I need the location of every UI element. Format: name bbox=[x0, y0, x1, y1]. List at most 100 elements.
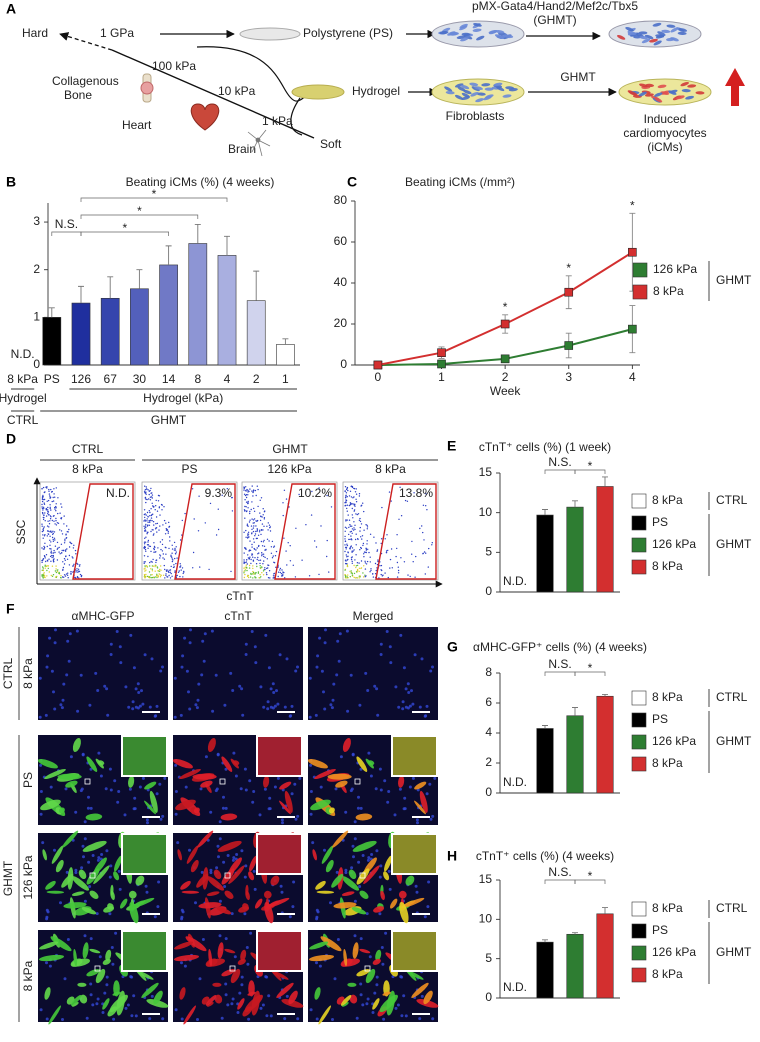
flow-dot bbox=[248, 567, 251, 569]
flow-dot bbox=[43, 514, 45, 516]
flow-dot bbox=[151, 570, 154, 572]
flow-dot bbox=[51, 556, 53, 559]
nucleus bbox=[416, 821, 419, 825]
icms-label: (iCMs) bbox=[647, 140, 682, 154]
cell bbox=[341, 875, 360, 891]
nucleus bbox=[173, 715, 177, 719]
flow-dot bbox=[271, 540, 274, 543]
nucleus bbox=[94, 671, 98, 675]
flow-dot bbox=[58, 551, 60, 553]
micrograph bbox=[38, 930, 169, 1025]
flow-dot bbox=[152, 505, 154, 507]
flow-dot bbox=[175, 577, 178, 579]
nucleus bbox=[418, 705, 422, 709]
flow-dot bbox=[344, 546, 347, 549]
nucleus bbox=[315, 665, 319, 669]
flow-dot bbox=[262, 514, 264, 516]
flow-dot bbox=[68, 554, 71, 557]
flow-dot bbox=[256, 529, 259, 531]
nucleus bbox=[118, 887, 122, 891]
nucleus bbox=[389, 661, 393, 665]
cell bbox=[79, 994, 88, 1004]
flow-dot bbox=[168, 526, 170, 528]
nucleus bbox=[211, 709, 215, 713]
nucleus bbox=[253, 645, 257, 649]
nucleus bbox=[50, 669, 54, 673]
value-label: N.D. bbox=[503, 574, 527, 588]
plot-title: 126 kPa bbox=[267, 462, 311, 476]
flow-dot bbox=[147, 555, 149, 558]
nucleus bbox=[358, 885, 362, 888]
nucleus bbox=[266, 700, 270, 704]
flow-dot bbox=[245, 496, 248, 499]
flow-dot bbox=[356, 562, 359, 564]
flow-dot bbox=[149, 499, 152, 501]
flow-dot bbox=[344, 540, 347, 542]
significance-bracket bbox=[574, 469, 606, 474]
gate-label: N.D. bbox=[106, 486, 130, 500]
error-bar bbox=[542, 939, 548, 943]
flow-dot bbox=[54, 496, 56, 498]
flow-dot bbox=[76, 568, 78, 570]
flow-dot bbox=[254, 533, 257, 535]
flow-dot bbox=[160, 569, 162, 571]
flow-dot bbox=[164, 533, 167, 535]
nucleus bbox=[200, 870, 204, 874]
flow-dot bbox=[350, 558, 353, 561]
flow-dot bbox=[252, 556, 254, 558]
flow-dot bbox=[346, 507, 348, 510]
flow-dot bbox=[253, 489, 255, 491]
inset bbox=[256, 930, 303, 972]
nucleus bbox=[230, 912, 234, 916]
flow-dot bbox=[270, 552, 273, 554]
nucleus bbox=[370, 853, 374, 856]
flow-dot bbox=[249, 540, 251, 542]
cell bbox=[144, 800, 156, 815]
cell-icon bbox=[504, 34, 514, 39]
x-tick-label: 2 bbox=[253, 372, 260, 386]
flow-dot bbox=[257, 505, 259, 508]
nucleus bbox=[331, 1018, 334, 1021]
flow-dot bbox=[344, 526, 347, 528]
nucleus bbox=[309, 790, 313, 793]
nucleus bbox=[65, 870, 69, 874]
flow-dot bbox=[245, 547, 247, 549]
inset-marker bbox=[229, 965, 236, 972]
flow-dot bbox=[326, 539, 328, 542]
nucleus bbox=[271, 706, 275, 710]
flow-dot bbox=[282, 514, 284, 517]
nucleus bbox=[188, 707, 192, 711]
cell-icon bbox=[488, 30, 498, 35]
y-tick-label: 15 bbox=[479, 465, 493, 479]
flow-dot bbox=[283, 489, 286, 491]
cell bbox=[309, 941, 329, 950]
nucleus bbox=[249, 931, 253, 935]
significance-bracket bbox=[80, 197, 228, 202]
flow-dot bbox=[50, 548, 52, 550]
gate bbox=[274, 483, 336, 580]
y-tick-label: 0 bbox=[340, 357, 347, 371]
nucleus bbox=[404, 687, 408, 691]
nucleus bbox=[174, 790, 178, 793]
flow-dot bbox=[143, 555, 146, 557]
cell bbox=[352, 942, 359, 959]
cell bbox=[97, 760, 105, 766]
flow-dot bbox=[153, 551, 155, 553]
nucleus bbox=[378, 875, 382, 879]
cell bbox=[340, 995, 352, 1006]
flow-dot bbox=[353, 564, 355, 567]
flow-dot bbox=[396, 561, 399, 564]
flow-dot bbox=[349, 570, 351, 573]
nucleus bbox=[89, 993, 93, 997]
cell-icon bbox=[639, 35, 649, 40]
nucleus bbox=[145, 818, 149, 822]
bar bbox=[536, 728, 554, 794]
nucleus bbox=[148, 705, 152, 709]
nucleus bbox=[361, 1003, 365, 1007]
flow-dot bbox=[344, 576, 347, 578]
nucleus bbox=[376, 713, 380, 717]
nucleus bbox=[176, 841, 180, 845]
micrograph bbox=[308, 627, 438, 720]
nucleus bbox=[224, 982, 228, 986]
